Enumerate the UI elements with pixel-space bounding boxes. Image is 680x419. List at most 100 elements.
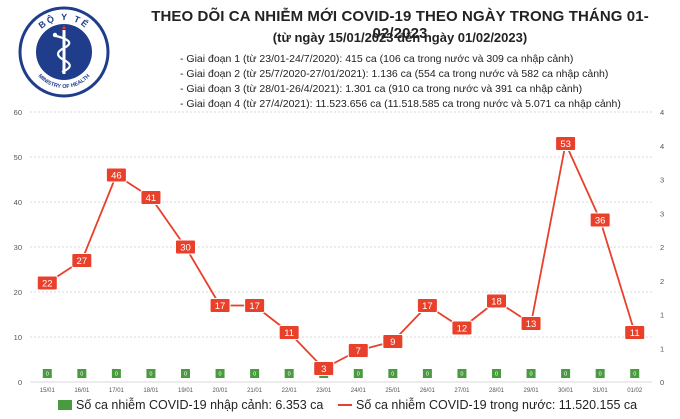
- imported-value-label: 0: [253, 372, 256, 378]
- imported-value-label: 0: [115, 372, 118, 378]
- domestic-point-label: 17: [249, 301, 260, 312]
- y-tick-label-left: 20: [14, 288, 22, 297]
- imported-value-label: 0: [80, 372, 83, 378]
- imported-value-label: 0: [599, 372, 602, 378]
- y-tick-label-right: 1: [660, 311, 664, 320]
- domestic-point-label-box: [209, 298, 231, 313]
- domestic-point-label-box: [36, 275, 58, 291]
- domestic-point-label: 7: [356, 346, 361, 357]
- imported-value-label: 0: [564, 372, 567, 378]
- x-tick-label: 25/01: [385, 388, 401, 394]
- x-tick-label: 22/01: [282, 388, 298, 394]
- y-tick-label-left: 40: [14, 198, 22, 207]
- imported-value-label: 0: [184, 372, 187, 378]
- domestic-point-label: 46: [111, 171, 122, 182]
- phase-item: - Giai đoạn 3 (từ 28/01-26/4/2021): 1.30…: [180, 83, 583, 95]
- imported-value-label: 0: [357, 372, 360, 378]
- domestic-point-label: 11: [630, 328, 640, 339]
- domestic-point-label: 30: [180, 243, 191, 254]
- domestic-point-label: 13: [526, 319, 537, 330]
- x-tick-label: 16/01: [74, 388, 90, 394]
- chart-subtitle: (từ ngày 15/01/2023 đến ngày 01/02/2023): [272, 30, 528, 45]
- x-tick-label: 29/01: [524, 388, 540, 394]
- domestic-point-label: 22: [42, 279, 53, 290]
- legend-label-domestic: Số ca nhiễm COVID-19 trong nước: 11.520.…: [356, 398, 638, 412]
- y-tick-label-right: 4: [660, 108, 664, 117]
- x-tick-label: 18/01: [143, 388, 159, 394]
- chart-title: THEO DÕI CA NHIỄM MỚI COVID-19 THEO NGÀY…: [151, 8, 649, 42]
- x-tick-label: 24/01: [351, 388, 367, 394]
- domestic-point-label: 11: [284, 328, 294, 339]
- imported-bar: [561, 369, 571, 378]
- domestic-point-label: 41: [146, 193, 157, 204]
- x-tick-label: 17/01: [109, 388, 125, 394]
- imported-value-label: 0: [426, 372, 429, 378]
- x-tick-label: 19/01: [178, 388, 194, 394]
- x-tick-label: 30/01: [558, 388, 574, 394]
- imported-value-label: 0: [460, 372, 463, 378]
- y-tick-label-right: 4: [660, 142, 664, 151]
- domestic-point-label-box: [313, 361, 335, 376]
- ministry-logo: BỘ Y TẾ MINISTRY OF HEALTH: [18, 6, 110, 98]
- y-tick-label-right: 2: [660, 243, 664, 252]
- y-tick-label-left: 30: [14, 243, 22, 252]
- domestic-point-label: 17: [422, 301, 433, 312]
- domestic-point-label-box: [624, 325, 646, 340]
- imported-bar: [492, 369, 501, 378]
- y-tick-label-left: 10: [14, 333, 22, 342]
- domestic-point-label-box: [140, 190, 162, 205]
- legend-label-imported: Số ca nhiễm COVID-19 nhập cảnh: 6.353 ca: [76, 398, 324, 412]
- y-tick-label-right: 3: [660, 209, 664, 218]
- y-tick-label-left: 0: [18, 378, 22, 387]
- x-tick-label: 20/01: [213, 388, 229, 394]
- x-tick-label: 01/02: [627, 388, 643, 394]
- imported-bar: [42, 369, 52, 378]
- imported-value-label: 0: [495, 372, 498, 378]
- legend: Số ca nhiễm COVID-19 nhập cảnh: 6.353 ca…: [0, 398, 680, 418]
- domestic-point-label: 3: [321, 364, 326, 375]
- imported-bar: [630, 369, 640, 378]
- domestic-point-label-box: [416, 298, 438, 313]
- domestic-point-label: 12: [457, 324, 468, 335]
- imported-value-label: 0: [46, 372, 49, 378]
- y-tick-label-right: 1: [660, 344, 664, 353]
- y-tick-label-right: 3: [660, 176, 664, 185]
- domestic-series-line: [46, 142, 636, 370]
- imported-value-label: 0: [149, 372, 152, 378]
- imported-bar: [146, 369, 156, 378]
- imported-bar: [422, 369, 432, 378]
- phase-list: - Giai đoạn 1 (từ 23/01-24/7/2020): 415 …: [180, 52, 621, 112]
- imported-value-label: 0: [391, 372, 394, 378]
- imported-bar: [77, 369, 87, 378]
- y-tick-label-left: 50: [14, 153, 22, 162]
- domestic-point-label-box: [278, 325, 300, 340]
- domestic-point-label-box: [382, 334, 404, 349]
- x-tick-label: 23/01: [316, 388, 332, 394]
- x-tick-label: 15/01: [40, 388, 56, 394]
- domestic-point-label-box: [520, 316, 542, 331]
- y-tick-label-right: 2: [660, 277, 664, 286]
- domestic-point-label: 17: [215, 301, 226, 312]
- domestic-point-label-box: [347, 343, 369, 358]
- legend-swatch-imported: [58, 400, 72, 410]
- x-tick-label: 21/01: [247, 388, 263, 394]
- imported-bar: [181, 369, 190, 378]
- x-tick-label: 26/01: [420, 388, 436, 394]
- imported-bar: [595, 369, 605, 378]
- domestic-point-label: 18: [491, 297, 502, 308]
- imported-bar: [215, 369, 225, 378]
- domestic-point-label: 53: [560, 139, 571, 150]
- imported-value-label: 0: [288, 372, 291, 378]
- imported-value-label: 0: [530, 372, 533, 378]
- imported-bar: [111, 369, 121, 378]
- imported-bar: [526, 369, 536, 378]
- imported-bar: [284, 369, 294, 378]
- domestic-point-label-box: [451, 320, 473, 336]
- domestic-point-label: 9: [390, 337, 395, 348]
- imported-bar: [353, 369, 363, 378]
- imported-value-label: 0: [633, 372, 636, 378]
- y-tick-label-right: 0: [660, 378, 664, 387]
- imported-bar: [250, 369, 260, 378]
- legend-item-domestic: Số ca nhiễm COVID-19 trong nước: 11.520.…: [338, 398, 637, 412]
